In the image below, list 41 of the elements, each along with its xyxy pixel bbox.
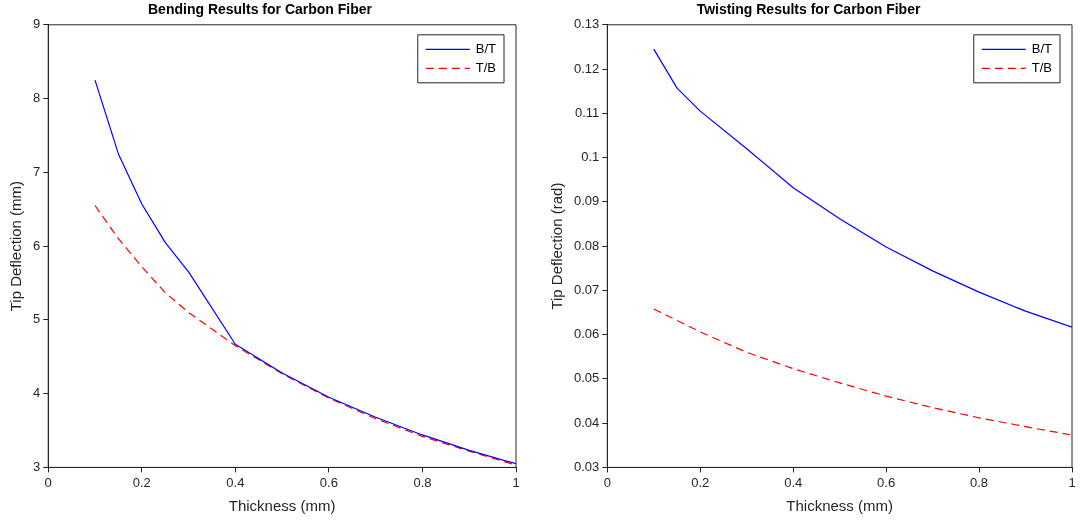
y-tick-label: 0.13 <box>573 16 600 32</box>
y-tick-label: 3 <box>33 458 41 474</box>
y-tick-label: 0.07 <box>573 281 600 297</box>
x-tick-label: 0.6 <box>877 474 896 490</box>
x-axis-title: Thickness (mm) <box>228 497 336 515</box>
line-series <box>653 308 1072 436</box>
x-tick-label: 0 <box>44 474 52 490</box>
x-tick-label: 0 <box>603 474 611 490</box>
legend-label: T/B <box>475 59 497 75</box>
x-tick-label: 0.2 <box>691 474 710 490</box>
x-tick-label: 0.6 <box>319 474 338 490</box>
chart-title: Bending Results for Carbon Fiber <box>147 1 373 18</box>
x-tick-label: 1 <box>1068 474 1076 490</box>
legend-label: T/B <box>1031 59 1053 75</box>
y-tick-label: 6 <box>33 237 41 253</box>
x-tick-label: 0.4 <box>784 474 803 490</box>
x-tick-label: 0.4 <box>226 474 245 490</box>
y-tick-label: 0.03 <box>573 458 600 474</box>
chart-title: Twisting Results for Carbon Fiber <box>696 1 921 18</box>
legend-label: B/T <box>475 40 497 56</box>
x-tick-label: 0.2 <box>132 474 151 490</box>
x-tick-label: 0.8 <box>413 474 432 490</box>
y-tick-label: 0.06 <box>573 326 600 342</box>
y-tick-label: 9 <box>33 16 41 32</box>
y-tick-label: 8 <box>33 90 41 106</box>
y-axis-title: Tip Deflection (rad) <box>548 182 566 310</box>
x-tick-label: 1 <box>512 474 520 490</box>
y-axis-title: Tip Deflection (mm) <box>7 180 25 312</box>
y-tick-label: 5 <box>33 311 41 327</box>
y-tick-label: 0.05 <box>573 370 600 386</box>
y-tick-label: 0.04 <box>573 414 600 430</box>
y-tick-label: 0.12 <box>573 60 600 76</box>
y-tick-label: 0.1 <box>581 149 600 165</box>
y-tick-label: 4 <box>33 385 41 401</box>
y-tick-label: 7 <box>33 163 41 179</box>
x-tick-label: 0.8 <box>970 474 989 490</box>
y-tick-label: 0.11 <box>574 104 600 120</box>
y-tick-label: 0.08 <box>573 237 600 253</box>
legend-label: B/T <box>1031 40 1053 56</box>
y-tick-label: 0.09 <box>573 193 600 209</box>
x-axis-title: Thickness (mm) <box>786 497 893 515</box>
